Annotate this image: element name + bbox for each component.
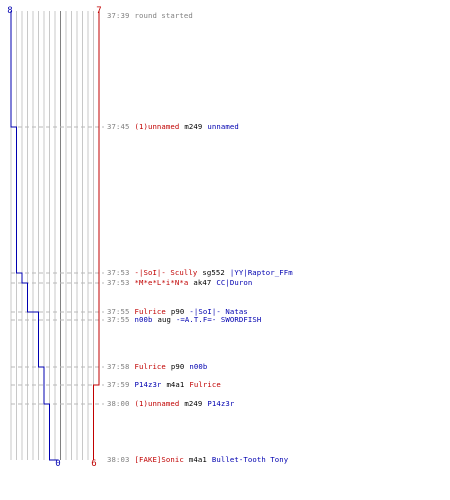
event-time: 38:03 <box>107 455 130 464</box>
killer-name: *M*e*L*i*N*a <box>134 278 189 287</box>
team-a-alive-line <box>10 11 58 461</box>
event-time: 37:55 <box>107 315 130 324</box>
event-row: 37:53 -|SoI|- Scully sg552 |YY|Raptor_FFm <box>107 268 293 278</box>
event-time: 37:58 <box>107 362 130 371</box>
killer-name: Fulrice <box>134 307 166 316</box>
killer-name: (1)unnamed <box>134 399 180 408</box>
team-a-end-score: 0 <box>55 459 61 469</box>
event-text: round started <box>134 11 193 20</box>
event-time: 37:53 <box>107 268 130 277</box>
victim-name: unnamed <box>207 122 239 131</box>
victim-name: -=A.T.F=- SWORDFISH <box>175 315 262 324</box>
event-time: 37:55 <box>107 307 130 316</box>
weapon-name: p90 <box>170 307 185 316</box>
event-row: 37:55 Fulrice p90 -|SoI|- Natas <box>107 307 248 317</box>
victim-name: P14z3r <box>207 399 235 408</box>
weapon-name: m4a1 <box>166 380 185 389</box>
event-time: 37:59 <box>107 380 130 389</box>
team-b-start-score: 7 <box>96 6 102 16</box>
event-row: 37:39 round started <box>107 11 193 21</box>
victim-name: n00b <box>189 362 208 371</box>
event-row: 38:00 (1)unnamed m249 P14z3r <box>107 399 234 409</box>
victim-name: Bullet-Tooth Tony <box>211 455 289 464</box>
weapon-name: p90 <box>170 362 185 371</box>
team-b-end-score: 6 <box>91 459 97 469</box>
killer-name: n00b <box>134 315 153 324</box>
weapon-name: m249 <box>184 122 203 131</box>
victim-name: Fulrice <box>189 380 221 389</box>
team-b-alive-line <box>93 11 100 460</box>
team-a-start-score: 8 <box>7 6 13 16</box>
killer-name: [FAKE]Sonic <box>134 455 184 464</box>
event-time: 37:39 <box>107 11 130 20</box>
victim-name: CC|Duron <box>216 278 253 287</box>
event-time: 38:00 <box>107 399 130 408</box>
event-time: 37:45 <box>107 122 130 131</box>
killer-name: -|SoI|- Scully <box>134 268 198 277</box>
weapon-name: aug <box>157 315 171 324</box>
weapon-name: sg552 <box>202 268 225 277</box>
weapon-name: ak47 <box>193 278 212 287</box>
killer-name: (1)unnamed <box>134 122 180 131</box>
event-row: 37:53 *M*e*L*i*N*a ak47 CC|Duron <box>107 278 252 288</box>
weapon-name: m4a1 <box>188 455 207 464</box>
event-row: 37:58 Fulrice p90 n00b <box>107 362 207 372</box>
event-row: 37:55 n00b aug -=A.T.F=- SWORDFISH <box>107 315 261 325</box>
victim-name: |YY|Raptor_FFm <box>229 268 293 277</box>
event-time: 37:53 <box>107 278 130 287</box>
weapon-name: m249 <box>184 399 203 408</box>
killer-name: Fulrice <box>134 362 166 371</box>
victim-name: -|SoI|- Natas <box>189 307 248 316</box>
event-row: 37:45 (1)unnamed m249 unnamed <box>107 122 239 132</box>
killer-name: P14z3r <box>134 380 162 389</box>
event-row: 37:59 P14z3r m4a1 Fulrice <box>107 380 221 390</box>
event-row: 38:03 [FAKE]Sonic m4a1 Bullet-Tooth Tony <box>107 455 288 465</box>
